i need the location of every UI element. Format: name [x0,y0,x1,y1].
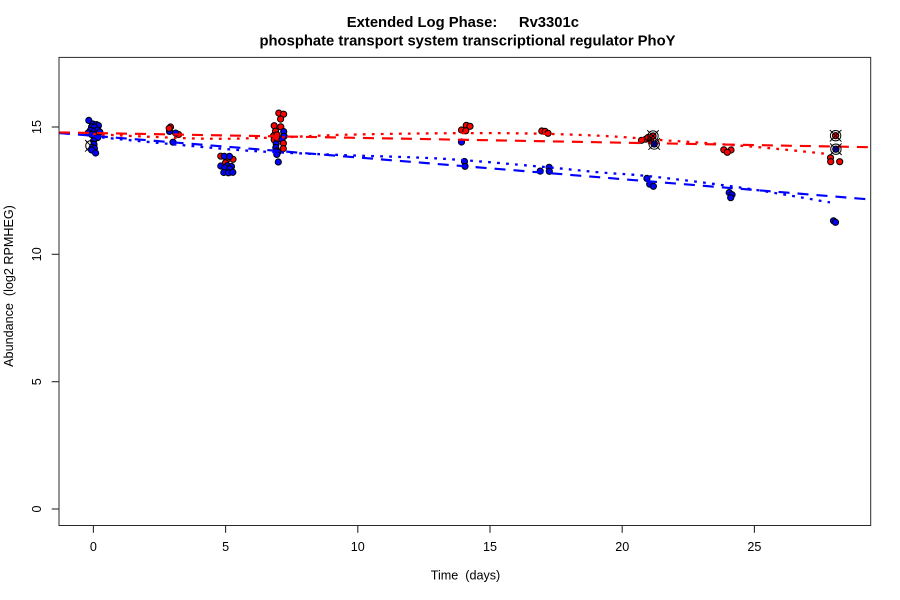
svg-text:25: 25 [747,540,761,554]
svg-text:10: 10 [30,247,44,261]
svg-text:Rv3301c: Rv3301c [519,15,579,31]
svg-text:Abundance (log2 RPMHEG): Abundance (log2 RPMHEG) [2,205,16,367]
svg-text:5: 5 [222,540,229,554]
svg-text:Time (days): Time (days) [431,569,501,583]
svg-text:20: 20 [615,540,629,554]
svg-text:phosphate transport system tra: phosphate transport system transcription… [259,34,675,50]
svg-text:5: 5 [30,378,44,385]
svg-text:0: 0 [90,540,97,554]
svg-text:Extended Log Phase:: Extended Log Phase: [347,15,497,31]
svg-text:0: 0 [30,505,44,512]
svg-text:15: 15 [30,120,44,134]
svg-text:10: 10 [351,540,365,554]
svg-text:15: 15 [483,540,497,554]
